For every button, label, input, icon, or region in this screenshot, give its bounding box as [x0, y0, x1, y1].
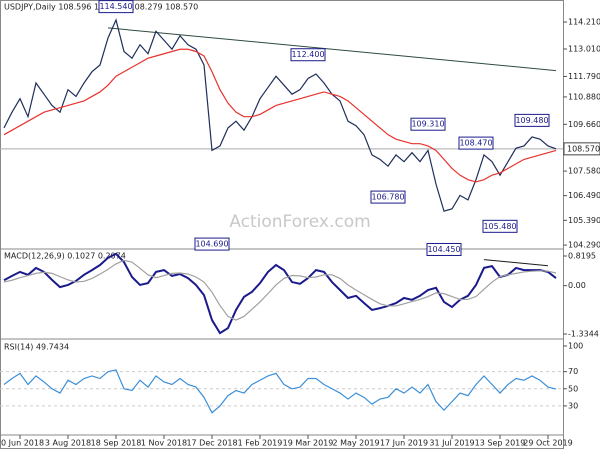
annotation-label: 104.450: [427, 245, 460, 254]
annotation-box: [194, 237, 230, 251]
x-tick-label: 20 Jun 2018: [0, 439, 44, 448]
annotation-label: 112.400: [291, 50, 324, 59]
trendline: [483, 259, 549, 267]
series-line: [3, 259, 557, 321]
x-tick-label: 29 Oct 2019: [523, 439, 572, 448]
x-tick-label: 1 Nov 2018: [141, 439, 187, 448]
y-tick-label: 107.580: [568, 167, 600, 176]
y-tick-label: 105.390: [568, 216, 600, 225]
series-line: [3, 18, 557, 212]
last-price-box: [563, 142, 600, 156]
annotation-box: [370, 190, 406, 204]
y-tick-label: -1.3344: [568, 329, 599, 338]
y-tick-label: 100: [568, 341, 583, 350]
x-tick-label: 2 May 2019: [332, 439, 379, 448]
annotation-label: 114.540: [99, 2, 132, 11]
frame: [0, 0, 564, 449]
rsi-title: RSI(14) 49.7434: [4, 343, 69, 352]
annotation-label: 109.480: [515, 116, 548, 125]
y-tick-label: 50: [568, 384, 578, 393]
series-line: [3, 252, 557, 335]
series-line: [3, 369, 557, 414]
annotation-box: [458, 136, 494, 150]
last-price-label: 108.570: [567, 144, 600, 153]
y-tick-label: 30: [568, 401, 578, 410]
trendline: [107, 27, 557, 72]
x-tick-label: 19 Mar 2019: [283, 439, 334, 448]
annotation-box: [98, 0, 134, 14]
y-tick-label: 106.490: [568, 191, 600, 200]
x-tick-label: 1 Feb 2019: [238, 439, 283, 448]
x-tick-label: 31 Jul 2019: [429, 439, 474, 448]
x-tick-label: 13 Sep 2019: [475, 439, 526, 448]
annotation-box: [290, 48, 326, 62]
series-line: [3, 48, 557, 183]
annotation-box: [410, 117, 446, 131]
x-tick-label: 17 Jun 2019: [380, 439, 428, 448]
watermark: ActionForex.com: [229, 212, 370, 232]
y-tick-label: 0.00: [568, 281, 586, 290]
y-tick-label: 110.880: [568, 92, 600, 101]
annotation-label: 109.310: [411, 120, 444, 129]
annotation-box: [482, 219, 518, 233]
annotation-label: 108.470: [459, 139, 492, 148]
annotation-box: [426, 242, 462, 256]
x-tick-label: 18 Sep 2018: [91, 439, 142, 448]
y-tick-label: 114.210: [568, 18, 600, 27]
y-tick-label: 0.8195: [568, 251, 596, 260]
annotation-label: 105.480: [483, 222, 516, 231]
annotation-box: [514, 113, 550, 127]
annotation-label: 106.780: [371, 193, 404, 202]
annotation-label: 104.690: [195, 240, 228, 249]
y-tick-label: 104.290: [568, 241, 600, 250]
x-tick-label: 3 Aug 2018: [45, 439, 91, 448]
y-tick-label: 109.660: [568, 120, 600, 129]
y-tick-label: 111.790: [568, 72, 600, 81]
macd-title: MACD(12,26,9) 0.1027 0.2074: [4, 252, 126, 261]
x-tick-label: 17 Dec 2018: [186, 439, 237, 448]
y-tick-label: 70: [568, 367, 578, 376]
y-tick-label: 113.010: [568, 45, 600, 54]
